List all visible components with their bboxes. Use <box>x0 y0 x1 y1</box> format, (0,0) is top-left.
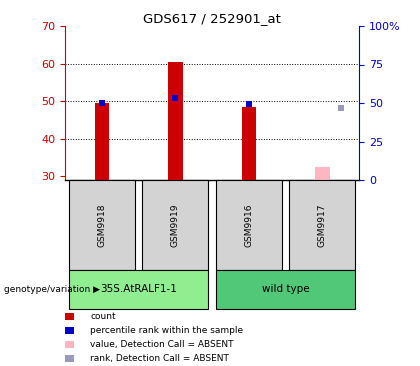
Bar <box>216 270 355 309</box>
Bar <box>168 62 183 180</box>
Text: rank, Detection Call = ABSENT: rank, Detection Call = ABSENT <box>90 354 229 363</box>
Bar <box>241 107 256 180</box>
Bar <box>69 270 208 309</box>
Bar <box>315 167 330 180</box>
Bar <box>94 103 109 180</box>
Text: percentile rank within the sample: percentile rank within the sample <box>90 326 244 335</box>
Bar <box>216 180 282 270</box>
Text: GSM9916: GSM9916 <box>244 203 253 247</box>
Text: GSM9918: GSM9918 <box>97 203 106 247</box>
Bar <box>142 180 208 270</box>
Text: genotype/variation ▶: genotype/variation ▶ <box>4 285 100 294</box>
Text: GSM9917: GSM9917 <box>318 203 327 247</box>
Title: GDS617 / 252901_at: GDS617 / 252901_at <box>143 12 281 25</box>
Bar <box>289 180 355 270</box>
Text: value, Detection Call = ABSENT: value, Detection Call = ABSENT <box>90 340 234 349</box>
Bar <box>69 180 135 270</box>
Text: GSM9919: GSM9919 <box>171 203 180 247</box>
Text: count: count <box>90 311 116 321</box>
Text: 35S.AtRALF1-1: 35S.AtRALF1-1 <box>100 284 177 295</box>
Text: wild type: wild type <box>262 284 310 295</box>
